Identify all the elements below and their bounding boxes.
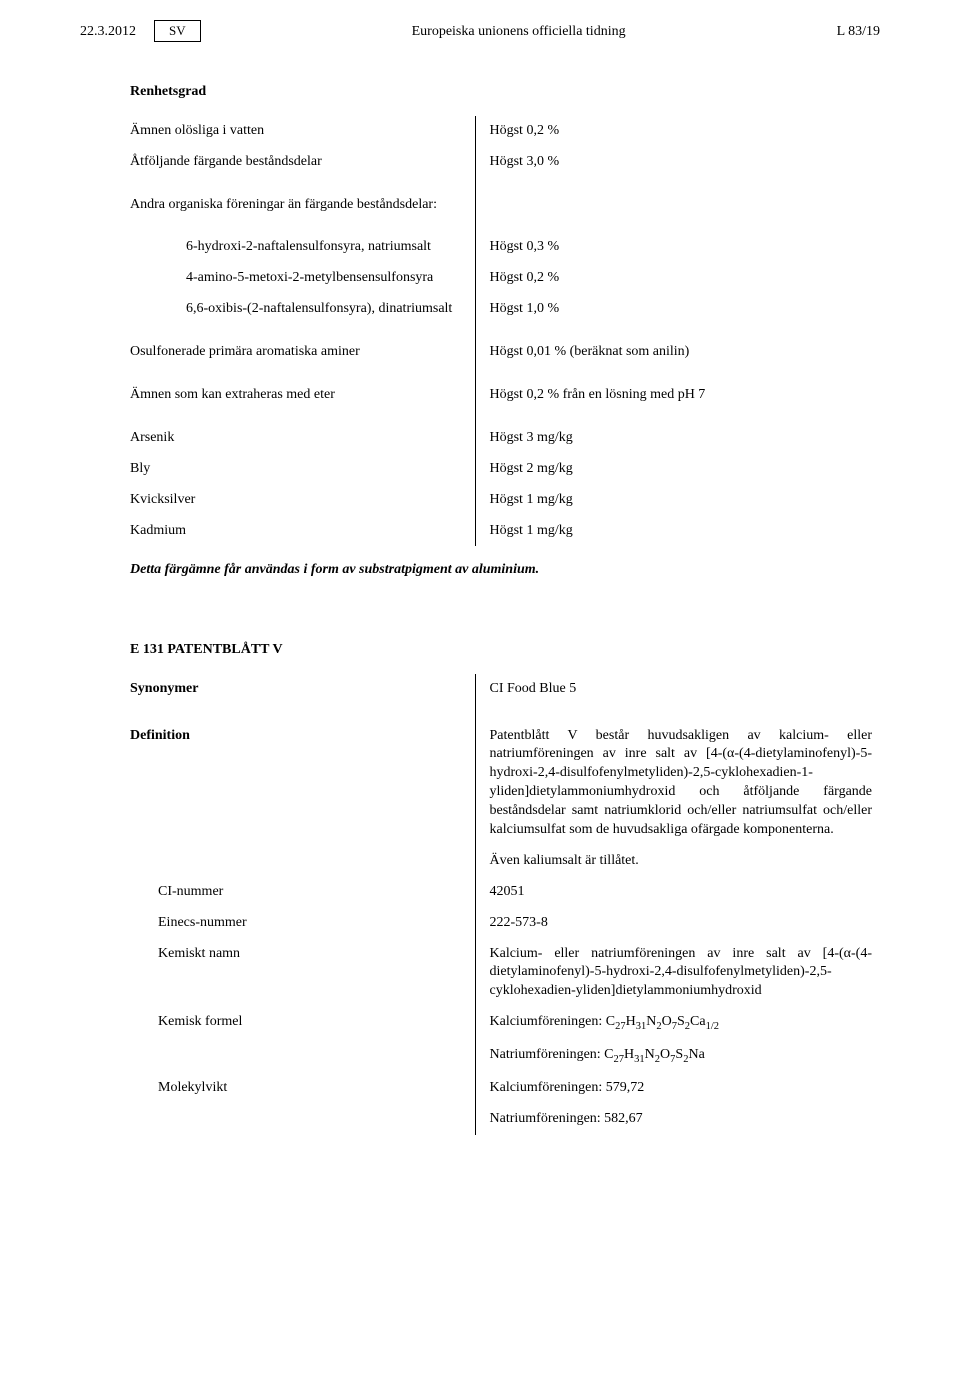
definition-label: Definition: [130, 721, 475, 846]
ci-nummer-value: 42051: [475, 877, 880, 908]
purity-value: Högst 1,0 %: [475, 294, 880, 325]
einecs-label: Einecs-nummer: [130, 908, 475, 939]
kemisk-formel-kal: Kalciumföreningen: C27H31N2O7S2Ca1/2: [475, 1007, 880, 1040]
page-ref: L 83/19: [837, 22, 880, 42]
purity-value: Högst 0,3 %: [475, 232, 880, 263]
purity-value: Högst 0,01 % (beräknat som anilin): [475, 337, 880, 368]
purity-label: Ämnen olösliga i vatten: [130, 116, 475, 147]
purity-value: Högst 0,2 %: [475, 263, 880, 294]
purity-table: Ämnen olösliga i vattenHögst 0,2 %Åtfölj…: [130, 116, 880, 547]
purity-label: Arsenik: [130, 423, 475, 454]
purity-value: Högst 2 mg/kg: [475, 454, 880, 485]
purity-value: Högst 1 mg/kg: [475, 516, 880, 547]
purity-label: 4-amino-5-metoxi-2-metylbensensulfonsyra: [130, 263, 475, 294]
journal-title: Europeiska unionens officiella tidning: [412, 22, 626, 42]
purity-label: Osulfonerade primära aromatiska aminer: [130, 337, 475, 368]
definition-extra: Även kaliumsalt är tillåtet.: [475, 846, 880, 877]
ci-nummer-label: CI-nummer: [130, 877, 475, 908]
purity-label: 6-hydroxi-2-naftalensulfonsyra, natriums…: [130, 232, 475, 263]
section2-title: E 131 PATENTBLÅTT V: [130, 640, 880, 660]
molekylvikt-label: Molekylvikt: [130, 1073, 475, 1104]
purity-label: Bly: [130, 454, 475, 485]
section1-title: Renhetsgrad: [130, 82, 880, 102]
kemiskt-namn-label: Kemiskt namn: [130, 939, 475, 1008]
kemisk-formel-nat: Natriumföreningen: C27H31N2O7S2Na: [475, 1040, 880, 1073]
purity-value: Högst 0,2 % från en lösning med pH 7: [475, 380, 880, 411]
header-date: 22.3.2012: [80, 22, 136, 42]
purity-value: Högst 3,0 %: [475, 147, 880, 178]
section1-endnote: Detta färgämne får användas i form av su…: [130, 560, 880, 580]
molekylvikt-nat: Natriumföreningen: 582,67: [475, 1104, 880, 1135]
purity-label: Andra organiska föreningar än färgande b…: [130, 190, 475, 221]
header-left: 22.3.2012 SV: [80, 20, 201, 42]
header-lang: SV: [154, 20, 201, 42]
formel-kal-prefix: Kalciumföreningen: C: [490, 1014, 616, 1029]
definition-value: Patentblått V består huvudsakligen av ka…: [475, 721, 880, 846]
page-header: 22.3.2012 SV Europeiska unionens officie…: [80, 20, 880, 42]
purity-label: Kvicksilver: [130, 485, 475, 516]
purity-value: Högst 3 mg/kg: [475, 423, 880, 454]
formel-nat-prefix: Natriumföreningen: C: [490, 1047, 614, 1062]
einecs-value: 222-573-8: [475, 908, 880, 939]
kemiskt-namn-value: Kalcium- eller natriumföreningen av inre…: [475, 939, 880, 1008]
purity-value: Högst 1 mg/kg: [475, 485, 880, 516]
purity-label: 6,6-oxibis-(2-naftalensulfonsyra), dinat…: [130, 294, 475, 325]
purity-label: Kadmium: [130, 516, 475, 547]
molekylvikt-kal: Kalciumföreningen: 579,72: [475, 1073, 880, 1104]
purity-label: Ämnen som kan extraheras med eter: [130, 380, 475, 411]
purity-value: Högst 0,2 %: [475, 116, 880, 147]
kemisk-formel-label: Kemisk formel: [130, 1007, 475, 1040]
purity-label: Åtföljande färgande beståndsdelar: [130, 147, 475, 178]
synonymer-value: CI Food Blue 5: [475, 674, 880, 705]
e131-table: Synonymer CI Food Blue 5 Definition Pate…: [130, 674, 880, 1135]
purity-value: [475, 190, 880, 221]
synonymer-label: Synonymer: [130, 674, 475, 705]
